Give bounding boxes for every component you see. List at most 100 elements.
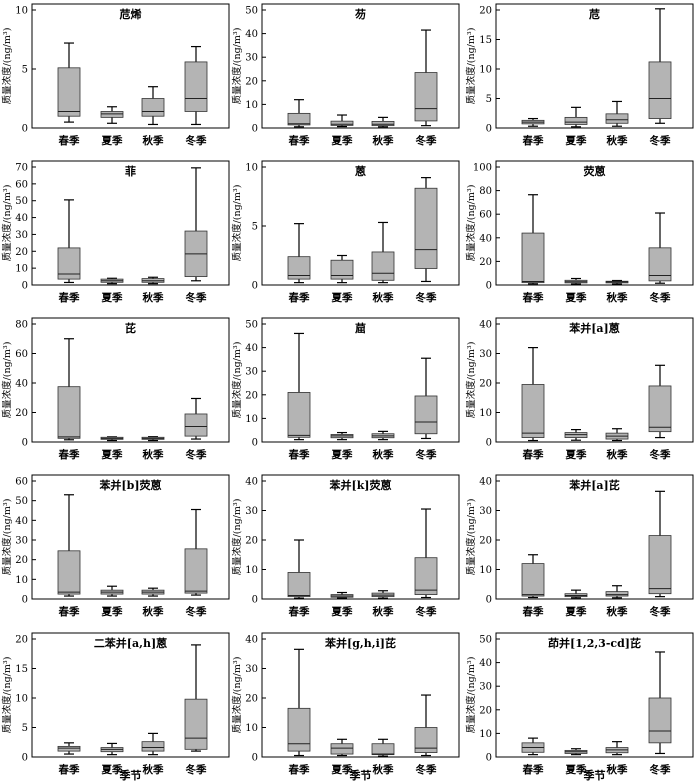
x-axis-label: 季节: [583, 768, 606, 782]
iqr-box: [57, 67, 81, 117]
iqr-box: [57, 745, 81, 752]
box-夏季: [564, 589, 588, 599]
plot-frame: [495, 3, 694, 129]
box-秋季: [141, 436, 165, 442]
box-冬季: [648, 212, 672, 284]
subplot-title: 苯并[a]芘: [568, 478, 620, 492]
plot-frame: [495, 160, 694, 286]
category-label: 春季: [289, 605, 310, 618]
category-label: 春季: [59, 134, 80, 147]
category-label: 冬季: [650, 448, 671, 461]
category-label: 冬季: [650, 605, 671, 618]
y-tick-label: 40: [245, 477, 258, 488]
y-tick-label: 40: [479, 320, 492, 331]
iqr-box: [57, 247, 81, 280]
category-label: 春季: [289, 763, 310, 776]
y-tick-label: 20: [479, 6, 492, 17]
category-label: 冬季: [186, 134, 207, 147]
box-夏季: [564, 106, 588, 128]
iqr-box: [330, 259, 354, 280]
y-axis-label: 质量浓度/(ng/m³): [231, 342, 243, 419]
y-tick-label: 20: [479, 536, 492, 547]
y-tick-label: 5: [22, 65, 28, 76]
y-axis-label: 质量浓度/(ng/m³): [465, 657, 477, 734]
y-tick-label: 60: [15, 477, 28, 488]
iqr-box: [287, 256, 311, 280]
category-label: 夏季: [101, 448, 123, 461]
y-tick-label: 10: [15, 694, 28, 705]
y-tick-label: 0: [252, 753, 258, 764]
y-tick-label: 0: [22, 753, 28, 764]
box-冬季: [414, 694, 438, 757]
iqr-box: [100, 111, 124, 118]
y-tick-label: 40: [245, 343, 258, 354]
y-axis-label: 质量浓度/(ng/m³): [465, 185, 477, 262]
box-冬季: [184, 644, 208, 752]
box-春季: [57, 338, 81, 441]
y-axis-label: 质量浓度/(ng/m³): [1, 185, 13, 262]
iqr-box: [330, 743, 354, 755]
y-tick-label: 10: [479, 65, 492, 76]
y-tick-label: 20: [15, 555, 28, 566]
category-label: 秋季: [373, 763, 394, 776]
y-axis-label: 质量浓度/(ng/m³): [1, 342, 13, 419]
box-秋季: [371, 221, 395, 284]
category-label: 冬季: [416, 448, 437, 461]
iqr-box: [648, 697, 672, 744]
y-tick-label: 30: [479, 682, 492, 693]
plot-frame: [261, 632, 460, 758]
y-tick-label: 0: [486, 753, 492, 764]
box-夏季: [330, 738, 354, 757]
box-秋季: [605, 279, 629, 285]
box-夏季: [100, 742, 124, 756]
iqr-box: [605, 591, 629, 597]
category-label: 夏季: [565, 605, 587, 618]
iqr-box: [414, 72, 438, 122]
iqr-box: [414, 557, 438, 595]
y-tick-label: 40: [15, 213, 28, 224]
category-label: 夏季: [101, 605, 123, 618]
subplot-title: 荧蒽: [584, 164, 606, 178]
box-冬季: [648, 651, 672, 755]
category-label: 春季: [59, 291, 80, 304]
box-冬季: [414, 177, 438, 283]
box-秋季: [141, 732, 165, 756]
category-label: 秋季: [373, 134, 394, 147]
y-tick-label: 15: [479, 35, 492, 46]
box-秋季: [141, 276, 165, 285]
subplot-title: 苯并[g,h,i]芘: [324, 636, 396, 650]
category-label: 冬季: [416, 763, 437, 776]
box-夏季: [330, 114, 354, 128]
iqr-box: [57, 550, 81, 595]
iqr-box: [648, 535, 672, 595]
category-label: 秋季: [143, 448, 164, 461]
iqr-box: [184, 61, 208, 112]
category-label: 冬季: [416, 134, 437, 147]
plot-frame: [31, 632, 230, 758]
y-tick-label: 30: [245, 506, 258, 517]
y-tick-label: 30: [15, 536, 28, 547]
box-春季: [57, 742, 81, 755]
category-label: 夏季: [565, 763, 587, 776]
iqr-box: [414, 395, 438, 435]
y-tick-label: 0: [252, 124, 258, 135]
y-tick-label: 20: [15, 635, 28, 646]
y-tick-label: 20: [245, 536, 258, 547]
box-春季: [57, 199, 81, 284]
y-tick-label: 20: [15, 247, 28, 258]
box-春季: [287, 648, 311, 757]
y-axis-label: 质量浓度/(ng/m³): [1, 28, 13, 105]
iqr-box: [371, 120, 395, 127]
box-秋季: [141, 587, 165, 597]
subplot-title: 蒽: [355, 164, 366, 178]
box-秋季: [371, 430, 395, 441]
y-axis-label: 质量浓度/(ng/m³): [465, 28, 477, 105]
category-label: 冬季: [416, 605, 437, 618]
y-tick-label: 30: [245, 664, 258, 675]
y-tick-label: 50: [15, 196, 28, 207]
